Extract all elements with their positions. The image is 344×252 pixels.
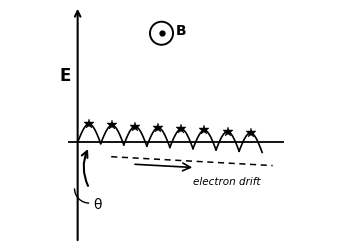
Text: θ: θ	[93, 197, 102, 211]
Text: E: E	[60, 67, 71, 85]
Text: B: B	[176, 24, 187, 38]
Text: electron drift: electron drift	[193, 176, 260, 186]
